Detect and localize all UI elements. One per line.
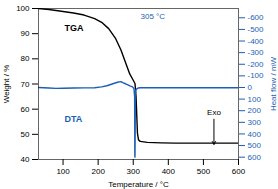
svg-text:-100: -100: [248, 71, 265, 80]
svg-text:-500: -500: [248, 25, 265, 34]
svg-text:-200: -200: [248, 60, 265, 69]
svg-text:DTA: DTA: [65, 114, 83, 124]
svg-text:70: 70: [21, 80, 30, 89]
svg-text:Temperature / °C: Temperature / °C: [108, 180, 169, 189]
svg-text:60: 60: [21, 105, 30, 114]
svg-text:600: 600: [232, 167, 246, 176]
svg-text:200: 200: [91, 167, 105, 176]
svg-text:40: 40: [21, 155, 30, 164]
svg-text:200: 200: [248, 106, 262, 115]
svg-text:0: 0: [248, 83, 253, 92]
svg-text:TGA: TGA: [65, 23, 84, 33]
svg-text:-600: -600: [248, 13, 265, 22]
svg-text:400: 400: [162, 167, 176, 176]
svg-text:80: 80: [21, 54, 30, 63]
svg-text:400: 400: [248, 130, 262, 139]
svg-text:50: 50: [21, 130, 30, 139]
svg-text:300: 300: [127, 167, 141, 176]
svg-text:100: 100: [56, 167, 70, 176]
svg-text:305 °C: 305 °C: [141, 12, 166, 21]
svg-text:Weight / %: Weight / %: [2, 65, 11, 104]
svg-text:-300: -300: [248, 48, 265, 57]
svg-text:Heat flow / mW: Heat flow / mW: [269, 56, 278, 111]
svg-text:500: 500: [197, 167, 211, 176]
svg-text:100: 100: [248, 95, 262, 104]
svg-text:300: 300: [248, 118, 262, 127]
svg-text:-400: -400: [248, 37, 265, 46]
svg-text:100: 100: [16, 4, 30, 13]
svg-text:90: 90: [21, 29, 30, 38]
svg-text:500: 500: [248, 141, 262, 150]
svg-text:Exo: Exo: [207, 108, 221, 117]
svg-text:600: 600: [248, 153, 262, 162]
